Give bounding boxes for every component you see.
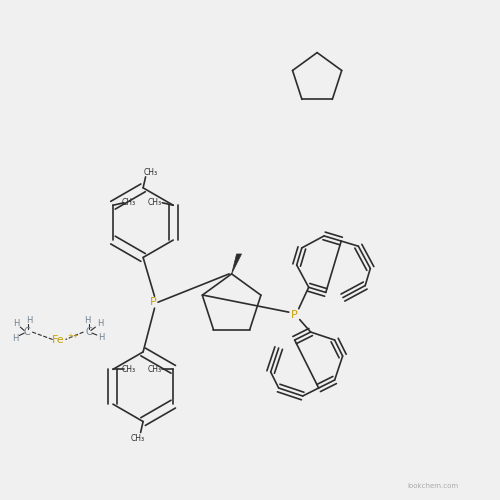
Text: P: P	[292, 310, 298, 320]
Text: lookchem.com: lookchem.com	[408, 482, 459, 488]
Text: CH₃: CH₃	[148, 365, 162, 374]
Text: H: H	[26, 316, 33, 324]
Text: H: H	[84, 316, 90, 324]
Text: H: H	[12, 334, 18, 342]
Text: CH₃: CH₃	[122, 365, 136, 374]
Text: H: H	[13, 318, 20, 328]
Text: ++: ++	[68, 333, 80, 339]
Text: CH₃: CH₃	[122, 198, 136, 207]
Text: C: C	[85, 327, 92, 337]
Text: H: H	[98, 332, 104, 342]
Text: CH₃: CH₃	[148, 198, 162, 207]
Text: CH₃: CH₃	[144, 168, 158, 177]
Text: H: H	[96, 318, 103, 328]
Text: CH₃: CH₃	[131, 434, 145, 443]
Text: Fe: Fe	[52, 336, 65, 345]
Text: C: C	[24, 327, 30, 337]
Polygon shape	[232, 254, 241, 274]
Text: P: P	[150, 297, 156, 307]
